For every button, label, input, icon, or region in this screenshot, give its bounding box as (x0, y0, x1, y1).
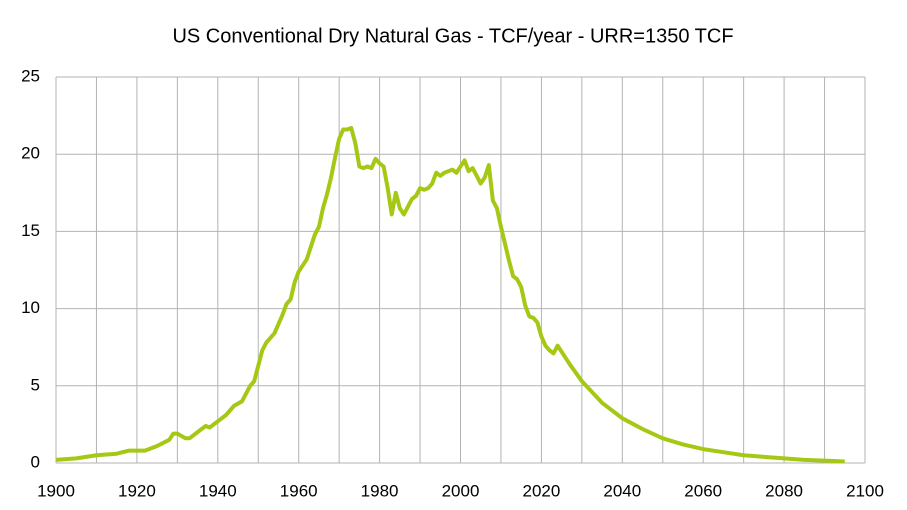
x-tick-label: 1900 (37, 481, 75, 500)
y-tick-label: 20 (21, 144, 40, 163)
y-tick-label: 0 (31, 452, 40, 471)
x-tick-label: 2100 (846, 481, 884, 500)
x-tick-label: 2080 (765, 481, 803, 500)
x-tick-label: 1980 (361, 481, 399, 500)
y-tick-label: 5 (31, 375, 40, 394)
x-tick-label: 2040 (603, 481, 641, 500)
data-line (55, 125, 845, 464)
x-tick-label: 2060 (684, 481, 722, 500)
x-tick-label: 1940 (199, 481, 237, 500)
x-tick-label: 2000 (442, 481, 480, 500)
x-tick-label: 1960 (280, 481, 318, 500)
x-tick-label: 2020 (522, 481, 560, 500)
chart-title: US Conventional Dry Natural Gas - TCF/ye… (172, 25, 733, 47)
y-tick-label: 15 (21, 221, 40, 240)
y-tick-label: 10 (21, 298, 40, 317)
y-tick-label: 25 (21, 66, 40, 85)
x-tick-label: 1920 (118, 481, 156, 500)
